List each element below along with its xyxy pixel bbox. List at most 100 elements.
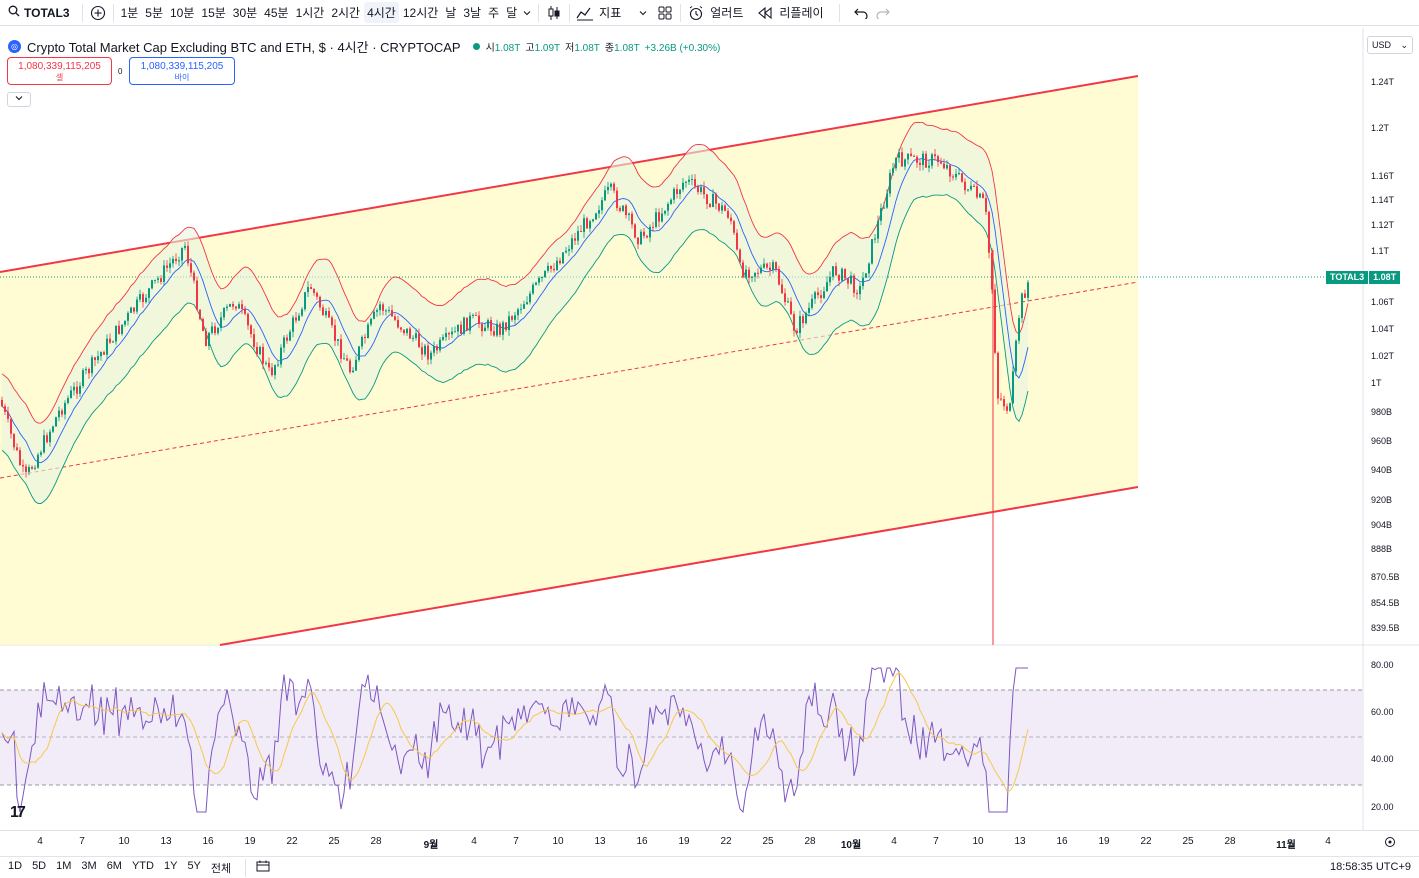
price-tick: 980B bbox=[1371, 407, 1393, 417]
candle-body bbox=[94, 357, 96, 361]
tradingview-logo[interactable]: 17 bbox=[10, 804, 26, 821]
buy-button[interactable]: 1,080,339,115,205 바이 bbox=[129, 57, 235, 85]
candle-body bbox=[307, 287, 309, 293]
candle-body bbox=[211, 326, 213, 333]
candle-body bbox=[856, 292, 858, 295]
alarm-clock-icon[interactable] bbox=[685, 2, 707, 24]
range-6[interactable]: 1Y bbox=[163, 859, 178, 872]
interval-7[interactable]: 2시간 bbox=[331, 6, 361, 20]
candle-body bbox=[241, 304, 243, 310]
candle-body bbox=[196, 280, 198, 310]
candle-body bbox=[589, 221, 591, 229]
candle-body bbox=[250, 325, 252, 335]
sell-button[interactable]: 1,080,339,115,205 셀 bbox=[7, 57, 112, 85]
interval-3[interactable]: 15분 bbox=[201, 6, 226, 20]
candle-body bbox=[100, 352, 102, 357]
range-0[interactable]: 1D bbox=[8, 859, 23, 872]
range-5[interactable]: YTD bbox=[131, 859, 154, 872]
range-4[interactable]: 6M bbox=[106, 859, 122, 872]
time-tick: 4 bbox=[1325, 836, 1331, 847]
candle-body bbox=[676, 188, 678, 195]
candle-style-icon[interactable] bbox=[543, 2, 565, 24]
undo-icon[interactable] bbox=[850, 2, 872, 24]
chevron-down-icon[interactable] bbox=[520, 2, 534, 24]
range-1[interactable]: 5D bbox=[32, 859, 47, 872]
interval-6[interactable]: 1시간 bbox=[295, 6, 325, 20]
interval-2[interactable]: 10분 bbox=[170, 6, 195, 20]
legend-title[interactable]: Crypto Total Market Cap Excluding BTC an… bbox=[27, 40, 461, 55]
replay-button[interactable]: 리플레이 bbox=[779, 6, 824, 20]
time-axis[interactable]: 4 7 10 13 16 19 22 25 28 9월 4 7 10 13 16 19 22 25 28 10월 4 7 1… bbox=[0, 830, 1419, 852]
candle-body bbox=[595, 213, 597, 220]
range-8[interactable]: 전체 bbox=[210, 862, 232, 875]
interval-11[interactable]: 3날 bbox=[463, 6, 482, 20]
interval-13[interactable]: 달 bbox=[506, 6, 518, 20]
interval-4[interactable]: 30분 bbox=[232, 6, 258, 20]
bb-basis bbox=[1, 157, 1029, 464]
candle-body bbox=[118, 325, 120, 334]
interval-1[interactable]: 5분 bbox=[145, 6, 163, 20]
redo-icon[interactable] bbox=[872, 2, 894, 24]
candle-body bbox=[934, 154, 936, 157]
candle-body bbox=[904, 159, 906, 167]
candle-body bbox=[205, 330, 207, 347]
candle-body bbox=[970, 185, 972, 190]
compare-add-icon[interactable] bbox=[87, 2, 109, 24]
candle-body bbox=[577, 231, 579, 241]
candle-body bbox=[697, 186, 699, 193]
clock[interactable]: 18:58:35 UTC+9 bbox=[1329, 861, 1411, 873]
indicators-button[interactable]: 지표 bbox=[599, 6, 622, 20]
price-tick: 888B bbox=[1371, 544, 1393, 554]
candle-body bbox=[637, 237, 639, 245]
candle-body bbox=[229, 303, 231, 307]
candle-body bbox=[154, 279, 156, 281]
candle-body bbox=[430, 352, 432, 360]
legend-collapse-button[interactable] bbox=[7, 92, 31, 107]
candle-body bbox=[37, 454, 39, 468]
candle-body bbox=[70, 390, 72, 399]
candle-body bbox=[799, 316, 801, 334]
interval-0[interactable]: 1분 bbox=[120, 6, 139, 20]
settings-icon[interactable] bbox=[1384, 835, 1396, 853]
candle-body bbox=[922, 153, 924, 165]
symbol-search[interactable]: TOTAL3 bbox=[0, 0, 78, 26]
interval-8[interactable]: 4시간 bbox=[364, 2, 399, 23]
date-range-icon[interactable] bbox=[256, 860, 270, 875]
rewind-icon[interactable] bbox=[754, 2, 776, 24]
interval-9[interactable]: 12시간 bbox=[402, 6, 439, 20]
interval-12[interactable]: 주 bbox=[488, 6, 500, 20]
time-tick: 7 bbox=[79, 836, 85, 847]
candle-body bbox=[394, 316, 396, 320]
chevron-down-icon[interactable] bbox=[636, 2, 650, 24]
candle-body bbox=[166, 265, 168, 268]
chart-legend: ◎ Crypto Total Market Cap Excluding BTC … bbox=[8, 37, 725, 56]
candle-body bbox=[505, 322, 507, 330]
candle-body bbox=[682, 182, 684, 190]
time-tick: 13 bbox=[1014, 836, 1026, 847]
candle-body bbox=[571, 238, 573, 250]
range-2[interactable]: 1M bbox=[56, 859, 72, 872]
candle-body bbox=[901, 152, 903, 167]
time-tick: 4 bbox=[471, 836, 477, 847]
candle-body bbox=[991, 252, 993, 290]
candle-body bbox=[544, 270, 546, 278]
candle-body bbox=[574, 238, 576, 241]
time-tick: 25 bbox=[762, 836, 774, 847]
interval-5[interactable]: 45분 bbox=[264, 6, 289, 20]
interval-10[interactable]: 날 bbox=[445, 6, 457, 20]
range-3[interactable]: 3M bbox=[81, 859, 97, 872]
current-price-label: TOTAL3 1.08T bbox=[1326, 271, 1401, 284]
candle-body bbox=[973, 185, 975, 187]
spread-value: 0 bbox=[118, 67, 123, 76]
candle-body bbox=[826, 282, 828, 292]
alerts-button[interactable]: 얼러트 bbox=[710, 6, 744, 20]
candle-body bbox=[760, 267, 762, 273]
layout-grid-icon[interactable] bbox=[654, 2, 676, 24]
range-7[interactable]: 5Y bbox=[187, 859, 201, 872]
indicators-icon[interactable] bbox=[574, 2, 596, 24]
candle-body bbox=[976, 186, 978, 198]
currency-select[interactable]: USD ⌄ bbox=[1367, 36, 1413, 54]
candle-body bbox=[766, 263, 768, 268]
price-tick: 1.04T bbox=[1371, 324, 1395, 334]
